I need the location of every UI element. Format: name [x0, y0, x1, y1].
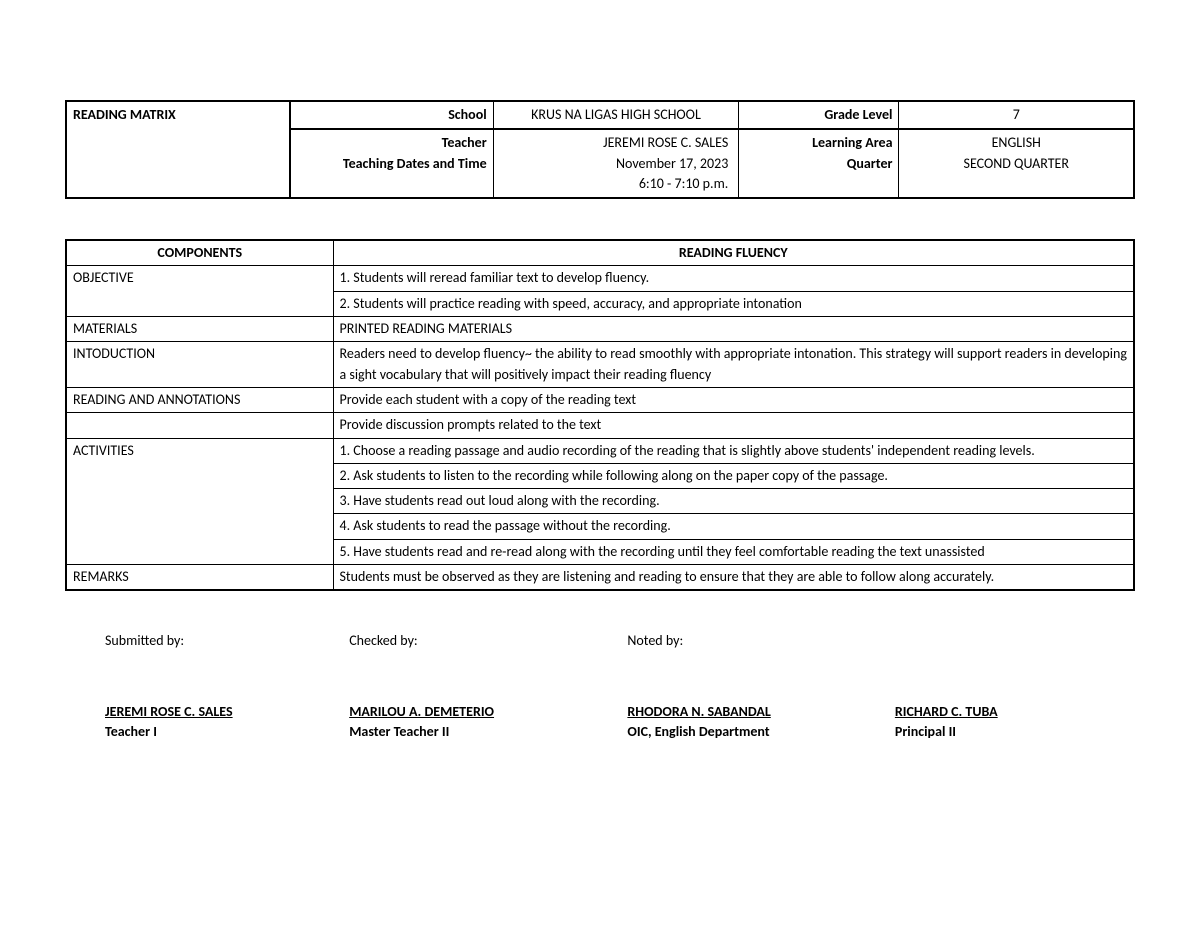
objective-1: 1. Students will reread familiar text to… — [333, 266, 1134, 291]
introduction-label: INTODUCTION — [66, 342, 333, 388]
school-label: School — [290, 101, 493, 129]
sig-3: RHODORA N. SABANDAL OIC, English Departm… — [621, 702, 889, 743]
objective-label: OBJECTIVE — [66, 266, 333, 317]
date-value: November 17, 2023 — [500, 154, 729, 174]
submitted-by-label: Submitted by: — [65, 631, 343, 701]
activities-1: 1. Choose a reading passage and audio re… — [333, 438, 1134, 463]
reading-annotations-1: Provide each student with a copy of the … — [333, 387, 1134, 412]
sig-4-title: Principal II — [895, 722, 1129, 742]
area-value: ENGLISH — [905, 133, 1127, 153]
grade-value: 7 — [899, 101, 1134, 129]
area-quarter-label: Learning Area Quarter — [739, 129, 899, 198]
materials-label: MATERIALS — [66, 317, 333, 342]
remarks-value: Students must be observed as they are li… — [333, 565, 1134, 591]
header-table: READING MATRIX School KRUS NA LIGAS HIGH… — [65, 100, 1135, 199]
area-quarter-value: ENGLISH SECOND QUARTER — [899, 129, 1134, 198]
time-value: 6:10 - 7:10 p.m. — [500, 174, 729, 194]
sig-1-title: Teacher I — [105, 722, 337, 742]
noted-by-empty — [889, 631, 1135, 701]
components-table: COMPONENTS READING FLUENCY OBJECTIVE 1. … — [65, 239, 1135, 591]
dates-label: Teaching Dates and Time — [297, 154, 486, 174]
quarter-value: SECOND QUARTER — [905, 154, 1127, 174]
activities-label: ACTIVITIES — [66, 438, 333, 564]
sig-1: JEREMI ROSE C. SALES Teacher I — [65, 702, 343, 743]
grade-label: Grade Level — [739, 101, 899, 129]
area-label: Learning Area — [745, 133, 892, 153]
signature-block: Submitted by: Checked by: Noted by: JERE… — [65, 631, 1135, 742]
sig-4-name: RICHARD C. TUBA — [895, 702, 1129, 722]
activities-4: 4. Ask students to read the passage with… — [333, 514, 1134, 539]
reading-annotations-2: Provide discussion prompts related to th… — [333, 413, 1134, 438]
checked-by-label: Checked by: — [343, 631, 621, 701]
remarks-label: REMARKS — [66, 565, 333, 591]
quarter-label: Quarter — [745, 154, 892, 174]
activities-5: 5. Have students read and re-read along … — [333, 539, 1134, 564]
sig-1-name: JEREMI ROSE C. SALES — [105, 702, 337, 722]
materials-value: PRINTED READING MATERIALS — [333, 317, 1134, 342]
components-header-left: COMPONENTS — [66, 240, 333, 266]
activities-2: 2. Ask students to listen to the recordi… — [333, 463, 1134, 488]
sig-2: MARILOU A. DEMETERIO Master Teacher II — [343, 702, 621, 743]
reading-annotations-empty — [66, 413, 333, 438]
teacher-dates-value: JEREMI ROSE C. SALES November 17, 2023 6… — [493, 129, 739, 198]
sig-3-title: OIC, English Department — [627, 722, 883, 742]
teacher-label: Teacher — [297, 133, 486, 153]
sig-3-name: RHODORA N. SABANDAL — [627, 702, 883, 722]
reading-matrix-title: READING MATRIX — [66, 101, 290, 198]
introduction-value: Readers need to develop fluency~ the abi… — [333, 342, 1134, 388]
school-value: KRUS NA LIGAS HIGH SCHOOL — [493, 101, 739, 129]
teacher-dates-label: Teacher Teaching Dates and Time — [290, 129, 493, 198]
sig-2-name: MARILOU A. DEMETERIO — [349, 702, 615, 722]
sig-2-title: Master Teacher II — [349, 722, 615, 742]
sig-4: RICHARD C. TUBA Principal II — [889, 702, 1135, 743]
teacher-value: JEREMI ROSE C. SALES — [500, 133, 729, 153]
noted-by-label: Noted by: — [621, 631, 889, 701]
components-header-right: READING FLUENCY — [333, 240, 1134, 266]
activities-3: 3. Have students read out loud along wit… — [333, 489, 1134, 514]
reading-annotations-label: READING AND ANNOTATIONS — [66, 387, 333, 412]
objective-2: 2. Students will practice reading with s… — [333, 291, 1134, 316]
